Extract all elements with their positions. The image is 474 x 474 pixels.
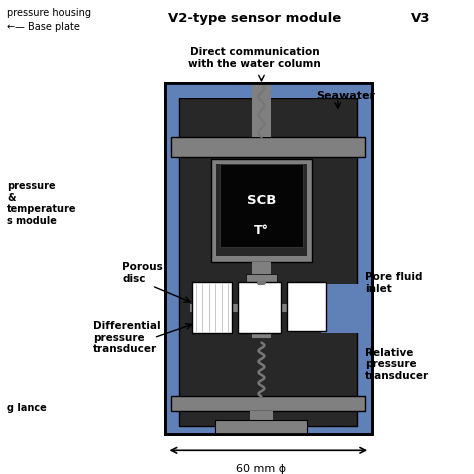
Text: T°: T° (254, 224, 269, 237)
Text: pressure
&
temperature
s module: pressure & temperature s module (7, 181, 76, 226)
Text: V3: V3 (411, 12, 431, 25)
Bar (220, 164, 302, 246)
Bar (179, 98, 357, 426)
Bar (164, 83, 372, 434)
Text: Direct communication
with the water column: Direct communication with the water colu… (188, 47, 321, 69)
Bar (217, 164, 307, 256)
Text: Pore fluid
inlet: Pore fluid inlet (365, 272, 423, 294)
Bar (216, 420, 308, 434)
Text: ←— Base plate: ←— Base plate (7, 21, 80, 32)
Bar (252, 262, 271, 282)
Bar (252, 83, 271, 137)
Bar (238, 282, 281, 333)
Bar (164, 83, 372, 434)
Bar (246, 274, 277, 282)
Text: pressure housing: pressure housing (7, 8, 91, 18)
Bar (190, 304, 328, 312)
Text: V2-type sensor module: V2-type sensor module (168, 12, 341, 25)
Bar (192, 282, 232, 333)
Text: Seawater: Seawater (316, 91, 375, 101)
Text: Differential
pressure
transducer: Differential pressure transducer (93, 321, 161, 354)
Bar (252, 282, 271, 337)
Bar (210, 159, 312, 262)
Bar (250, 411, 273, 434)
Text: Porous
disc: Porous disc (122, 262, 163, 284)
Text: Relative
pressure
transducer: Relative pressure transducer (365, 347, 429, 381)
Bar (164, 83, 372, 98)
Bar (321, 284, 372, 333)
Text: SCB: SCB (247, 194, 276, 207)
Bar (172, 396, 365, 411)
Text: g lance: g lance (7, 403, 47, 413)
Text: 60 mm ϕ: 60 mm ϕ (237, 464, 287, 474)
Bar (287, 282, 326, 331)
Bar (172, 137, 365, 156)
